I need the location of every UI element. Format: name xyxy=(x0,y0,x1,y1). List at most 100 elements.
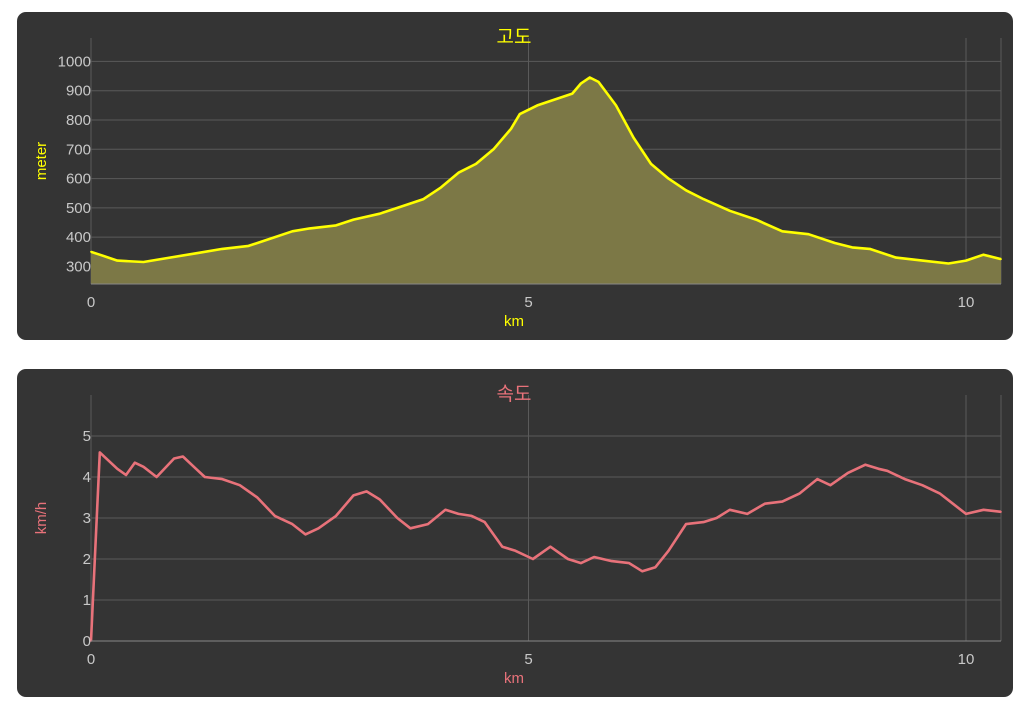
speed-chart-panel: 속도 km km/h 0 5 10 0 1 2 3 4 5 xyxy=(17,369,1013,697)
speed-data-point xyxy=(746,513,749,515)
elev-data-point xyxy=(632,136,635,139)
speed-data-point xyxy=(221,478,224,480)
speed-data-point xyxy=(549,545,552,548)
elev-data-point xyxy=(685,189,687,192)
speed-series-line xyxy=(89,451,1002,642)
elevation-chart-title: 고도 xyxy=(497,27,532,48)
speed-data-point xyxy=(483,521,486,523)
speed-x-axis-label: km xyxy=(504,670,524,687)
elev-data-point xyxy=(378,212,381,215)
elev-data-point xyxy=(615,104,617,107)
speed-data-point xyxy=(352,494,355,497)
elev-data-point xyxy=(667,177,670,180)
elev-data-point xyxy=(947,262,950,265)
elev-data-point xyxy=(833,242,836,244)
speed-data-point xyxy=(256,496,259,499)
speed-data-point xyxy=(816,478,819,480)
speed-data-point xyxy=(304,533,307,536)
elev-data-point xyxy=(781,230,784,233)
elevation-x-tick-label: 10 xyxy=(958,294,975,311)
elevation-chart: 고도 km meter 0 5 10 300 400 500 600 700 8… xyxy=(33,27,1002,330)
elev-data-point xyxy=(440,186,442,189)
elevation-y-tick-label: 500 xyxy=(66,200,91,217)
elev-data-point xyxy=(90,250,92,253)
elev-data-point xyxy=(965,259,967,262)
elev-data-point xyxy=(1000,258,1002,261)
speed-data-point xyxy=(335,515,337,517)
speed-data-point xyxy=(877,467,880,470)
speed-gridlines xyxy=(90,395,1002,642)
speed-data-point xyxy=(444,508,447,511)
speed-data-point xyxy=(566,558,569,560)
elev-data-point xyxy=(352,218,355,221)
speed-y-tick-label: 3 xyxy=(83,510,91,527)
elevation-x-tick-label: 5 xyxy=(524,294,532,311)
speed-data-point xyxy=(763,502,766,505)
elevation-y-tick-label: 900 xyxy=(66,83,91,100)
elev-data-point xyxy=(142,261,145,263)
elev-data-point xyxy=(247,245,250,247)
elev-data-point xyxy=(868,247,871,250)
elevation-y-tick-label: 300 xyxy=(66,258,91,275)
speed-data-point xyxy=(702,521,705,523)
speed-data-point xyxy=(864,463,867,466)
speed-data-point xyxy=(667,549,670,552)
elev-data-point xyxy=(308,227,311,230)
speed-data-point xyxy=(378,498,381,501)
speed-data-point xyxy=(273,515,276,517)
elev-data-point xyxy=(168,256,171,259)
speed-data-point xyxy=(501,545,504,548)
elev-data-point xyxy=(807,233,810,236)
elev-data-point xyxy=(536,104,539,107)
speed-data-point xyxy=(409,527,412,530)
speed-data-point xyxy=(610,560,613,562)
elevation-x-axis-label: km xyxy=(504,313,524,330)
elevation-y-tick-label: 800 xyxy=(66,112,91,129)
elev-data-point xyxy=(98,253,101,256)
elev-data-point xyxy=(492,148,495,151)
elev-data-point xyxy=(921,259,924,262)
speed-y-tick-label: 1 xyxy=(83,592,91,609)
speed-x-tick-label: 10 xyxy=(958,651,975,668)
elevation-chart-panel: 고도 km meter 0 5 10 300 400 500 600 700 8… xyxy=(17,12,1013,340)
speed-data-point xyxy=(593,556,596,558)
elev-data-point xyxy=(588,76,591,79)
speed-data-point xyxy=(641,570,644,573)
elev-data-point xyxy=(851,246,854,249)
elev-data-point xyxy=(702,198,705,200)
speed-data-point xyxy=(903,478,906,480)
speed-y-tick-label: 2 xyxy=(83,551,91,568)
elev-data-point xyxy=(597,81,600,83)
speed-data-point xyxy=(291,523,294,526)
speed-data-point xyxy=(982,508,985,511)
speed-data-point xyxy=(938,492,941,495)
speed-x-tick-label: 5 xyxy=(524,651,532,668)
speed-data-point xyxy=(514,549,517,552)
elev-data-point xyxy=(116,259,119,262)
speed-data-point xyxy=(1000,510,1002,513)
speed-data-point xyxy=(886,469,889,472)
elev-data-point xyxy=(335,224,337,227)
elev-data-points xyxy=(90,76,1002,265)
elev-data-point xyxy=(510,127,512,130)
speed-data-point xyxy=(133,461,136,464)
speed-data-point xyxy=(317,527,320,530)
elevation-y-tick-label: 700 xyxy=(66,141,91,158)
speed-data-point xyxy=(829,484,832,487)
speed-data-point xyxy=(921,484,924,487)
elevation-y-tick-label: 400 xyxy=(66,229,91,246)
speed-data-point xyxy=(728,508,731,511)
speed-data-point xyxy=(798,492,801,495)
elev-data-point xyxy=(755,218,757,221)
speed-data-points xyxy=(90,451,1002,642)
speed-data-point xyxy=(125,474,127,476)
elevation-area-fill xyxy=(91,77,1001,284)
speed-data-point xyxy=(203,476,206,478)
speed-data-point xyxy=(951,502,954,505)
speed-chart: 속도 km km/h 0 5 10 0 1 2 3 4 5 xyxy=(33,383,1002,687)
speed-x-tick-label: 0 xyxy=(87,651,95,668)
speed-data-point xyxy=(580,562,582,564)
elev-data-point xyxy=(553,98,556,101)
elev-data-point xyxy=(195,252,197,255)
speed-data-point xyxy=(426,523,429,526)
